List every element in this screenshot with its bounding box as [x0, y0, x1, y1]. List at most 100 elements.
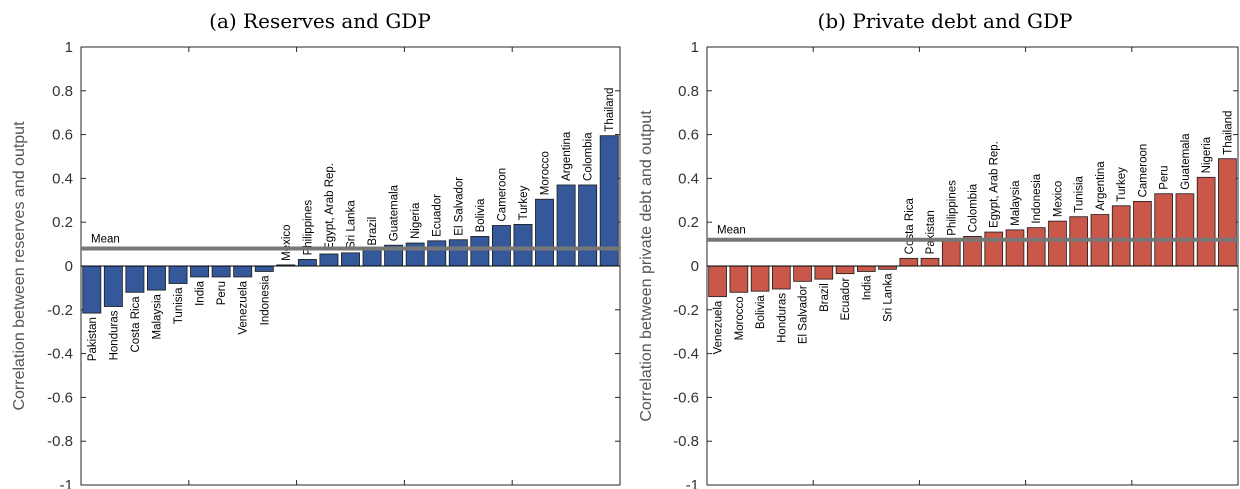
- y-tick-label: -1: [60, 477, 73, 489]
- bar-label: Bolivia: [755, 295, 767, 329]
- bar: [1048, 220, 1067, 267]
- mean-label: Mean: [717, 225, 746, 237]
- bar: [835, 265, 855, 275]
- bar-label: Sri Lanka: [346, 200, 358, 249]
- bar-label: Argentina: [561, 131, 573, 181]
- bar-label: Mexico: [1052, 181, 1064, 217]
- bar: [211, 265, 231, 278]
- bar: [319, 253, 339, 267]
- y-tick-label: 0.8: [678, 83, 699, 100]
- bar-label: Thailand: [1222, 111, 1234, 155]
- bar-label: El Salvador: [798, 285, 810, 344]
- bar-label: Nigeria: [1201, 136, 1213, 173]
- bar: [1133, 200, 1152, 267]
- bar-label: Nigeria: [410, 202, 422, 239]
- bar-label: Venezuela: [238, 280, 250, 334]
- y-tick-label: 0: [65, 258, 73, 275]
- bar: [254, 265, 274, 272]
- y-tick-label: 0: [691, 258, 699, 275]
- bar-label: Venezuela: [713, 300, 725, 354]
- bar-label: Ecuador: [840, 278, 852, 321]
- bar-label: Sri Lanka: [883, 273, 895, 322]
- bar-label: Costa Rica: [904, 197, 916, 254]
- bar: [556, 184, 576, 267]
- chart-title: (b) Private debt and GDP: [818, 9, 1073, 33]
- y-tick-label: -1: [686, 477, 699, 489]
- bar: [125, 265, 145, 293]
- y-tick-label: -0.2: [47, 302, 73, 319]
- bar-label: Brazil: [819, 283, 831, 312]
- bar: [168, 265, 188, 284]
- chart-title: (a) Reserves and GDP: [209, 9, 431, 33]
- bar: [899, 257, 919, 267]
- bar: [578, 184, 598, 267]
- bar: [147, 265, 166, 291]
- y-tick-label: -0.4: [47, 346, 73, 363]
- bar: [920, 257, 940, 267]
- bar-label: Turkey: [1116, 167, 1128, 202]
- bar: [1026, 227, 1046, 267]
- y-tick-label: 0.2: [678, 214, 699, 231]
- y-axis-label: Correlation between reserves and output: [11, 121, 28, 411]
- bar-label: Mexico: [281, 224, 293, 260]
- bar-label: El Salvador: [453, 177, 465, 236]
- bar: [856, 265, 876, 272]
- bar-label: Guatemala: [1180, 133, 1192, 190]
- bar-label: Costa Rica: [130, 296, 142, 353]
- bar: [1218, 158, 1237, 267]
- category-labels: Pakistan Honduras Costa Rica Malaysia Tunisi…: [87, 88, 616, 362]
- panel-private-debt-gdp: (b) Private debt and GDP Correlation bet…: [638, 9, 1239, 489]
- bar: [941, 239, 961, 267]
- bar: [984, 231, 1004, 267]
- panel-reserves-gdp: (a) Reserves and GDP Correlation between…: [11, 9, 621, 489]
- bar-label: Honduras: [776, 293, 788, 343]
- bar: [1154, 193, 1173, 267]
- bar: [448, 239, 468, 267]
- bar-label: India: [861, 275, 873, 301]
- bar-label: Colombia: [968, 183, 980, 232]
- y-axis: -1 -0.8 -0.6 -0.4 -0.2 0 0.2 0.4 0.6 0.8 1: [47, 39, 620, 489]
- y-tick-label: 1: [691, 39, 699, 56]
- y-tick-label: 0.6: [678, 127, 699, 144]
- category-labels: Venezuela Morocco Bolivia Honduras El Salvad…: [713, 111, 1235, 355]
- bar: [1196, 176, 1216, 267]
- bar-label: Morocco: [540, 151, 552, 195]
- bar: [1175, 193, 1195, 267]
- bar: [793, 265, 812, 282]
- bar-label: Argentina: [1095, 161, 1107, 211]
- bar: [535, 198, 554, 267]
- bar-label: Indonesia: [1031, 173, 1043, 223]
- y-tick-label: -0.2: [673, 302, 699, 319]
- bar-label: Malaysia: [151, 293, 163, 339]
- bar-label: Honduras: [108, 310, 120, 360]
- bar-label: Brazil: [367, 217, 379, 246]
- y-tick-label: 0.2: [52, 214, 73, 231]
- bar-label: Guatemala: [389, 184, 401, 241]
- bar-label: Ecuador: [432, 194, 444, 237]
- bar: [470, 236, 490, 267]
- bar: [427, 240, 447, 267]
- bar: [708, 265, 727, 298]
- bar-label: Egypt, Arab Rep.: [989, 141, 1001, 228]
- bar: [190, 265, 210, 278]
- bar: [513, 223, 533, 267]
- bar-label: Bolivia: [475, 198, 487, 232]
- bar: [103, 265, 123, 307]
- bar: [599, 135, 619, 267]
- bar: [1005, 229, 1025, 267]
- y-tick-label: -0.8: [47, 433, 73, 450]
- bar-label: Pakistan: [87, 317, 99, 361]
- bar: [341, 252, 360, 267]
- bar-label: Tunisia: [1074, 175, 1086, 212]
- y-tick-label: 1: [65, 39, 73, 56]
- y-tick-label: -0.4: [673, 346, 699, 363]
- bar-label: Cameroon: [1137, 144, 1149, 198]
- bar-label: India: [195, 280, 207, 306]
- bar: [405, 242, 425, 267]
- y-tick-label: 0.4: [52, 170, 73, 187]
- bar-label: Philippines: [946, 180, 958, 236]
- bar-label: Philippines: [302, 200, 314, 256]
- bar-label: Morocco: [734, 296, 746, 340]
- y-tick-label: -0.6: [47, 389, 73, 406]
